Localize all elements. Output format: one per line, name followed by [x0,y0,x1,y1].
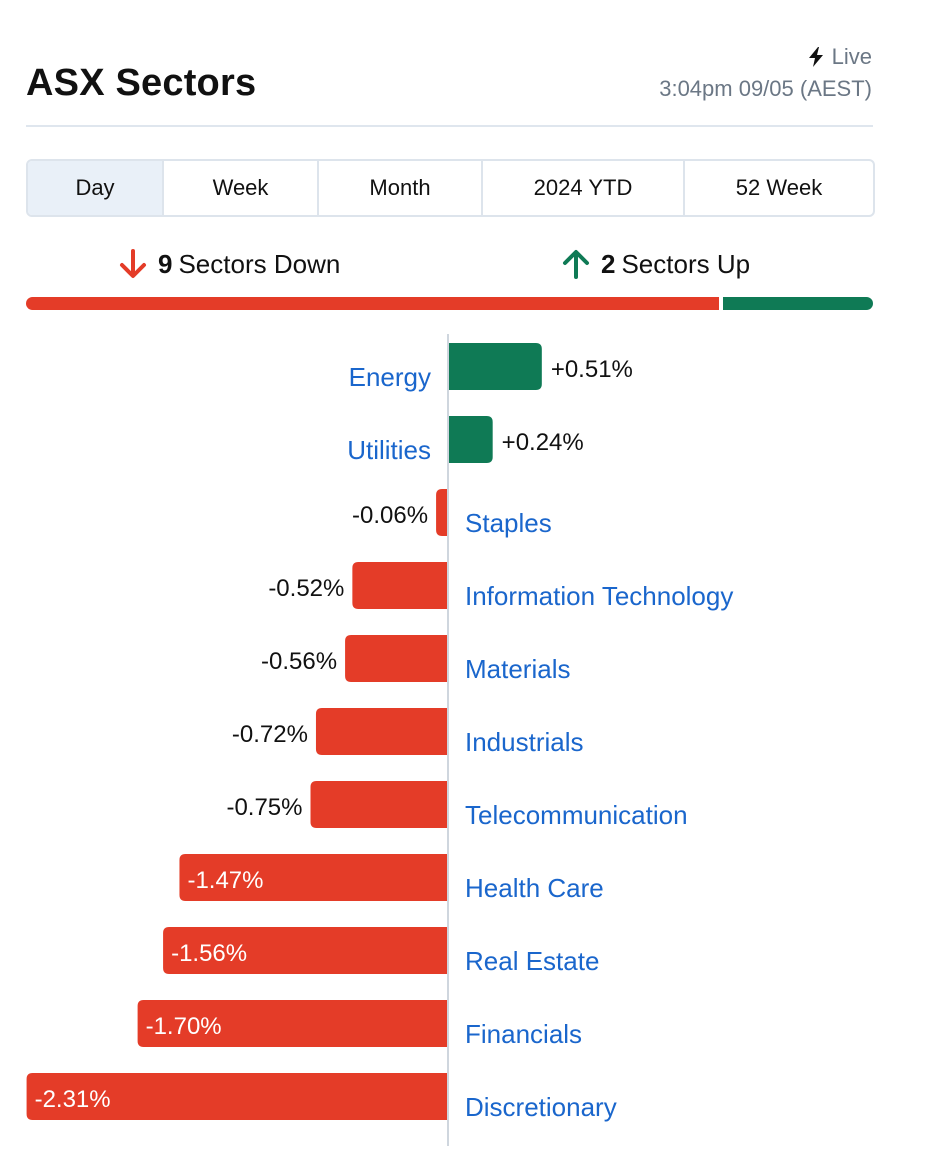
bar-real-estate[interactable] [163,927,447,974]
sector-link-real-estate[interactable]: Real Estate [465,946,599,976]
value-label-utilities: +0.24% [502,429,584,456]
tab-day[interactable]: Day [28,161,164,215]
bar-utilities[interactable] [449,416,493,463]
value-label-information-technology: -0.52% [268,575,344,602]
page-title: ASX Sectors [26,62,257,104]
period-tabs: Day Week Month 2024 YTD 52 Week [26,159,875,217]
bar-materials[interactable] [345,635,447,682]
value-label-real-estate: -1.56% [171,940,247,967]
breadth-down-segment [26,297,719,310]
live-label: Live [831,44,872,69]
arrow-down-icon [120,249,146,278]
value-label-financials: -1.70% [146,1013,222,1040]
sectors-up-count: 2 [601,248,616,279]
tab-2024-ytd[interactable]: 2024 YTD [483,161,685,215]
bar-staples[interactable] [436,489,447,536]
sector-link-information-technology[interactable]: Information Technology [465,581,733,611]
bar-financials[interactable] [137,1000,447,1047]
sectors-down-summary: 9 Sectors Down [118,248,340,280]
bar-information-technology[interactable] [352,562,447,609]
sector-link-energy[interactable]: Energy [349,362,431,392]
sector-link-discretionary[interactable]: Discretionary [465,1092,617,1122]
market-breadth-bar [26,297,873,310]
sectors-down-label: Sectors Down [178,248,341,279]
sector-link-industrials[interactable]: Industrials [465,727,584,757]
arrow-up-icon [563,250,589,279]
sector-link-staples[interactable]: Staples [465,508,552,538]
lightning-bolt-icon [808,47,823,67]
value-label-industrials: -0.72% [232,721,308,748]
bar-discretionary[interactable] [26,1073,448,1120]
sectors-down-count: 9 [158,248,173,279]
bar-industrials[interactable] [315,708,447,755]
sector-link-health-care[interactable]: Health Care [465,873,604,903]
value-label-energy: +0.51% [551,356,633,383]
sector-link-utilities[interactable]: Utilities [347,435,431,465]
sectors-up-summary: 2 Sectors Up [561,248,750,280]
value-label-health-care: -1.47% [187,867,263,894]
header-divider [26,125,873,127]
live-indicator: Live [808,44,872,70]
tab-month[interactable]: Month [319,161,483,215]
sectors-up-label: Sectors Up [621,248,751,279]
timestamp: 3:04pm 09/05 (AEST) [659,76,872,101]
breadth-up-segment [722,297,873,310]
tab-week[interactable]: Week [164,161,319,215]
sector-link-telecommunication[interactable]: Telecommunication [465,800,688,830]
tab-52-week[interactable]: 52 Week [735,175,823,200]
value-label-staples: -0.06% [352,502,428,529]
sector-link-materials[interactable]: Materials [465,654,570,684]
bar-energy[interactable] [449,343,542,390]
sector-link-financials[interactable]: Financials [465,1019,582,1049]
bar-telecommunication[interactable] [310,781,448,828]
bar-health-care[interactable] [179,854,447,901]
value-label-discretionary: -2.31% [35,1086,111,1113]
value-label-telecommunication: -0.75% [226,794,302,821]
value-label-materials: -0.56% [261,648,337,675]
